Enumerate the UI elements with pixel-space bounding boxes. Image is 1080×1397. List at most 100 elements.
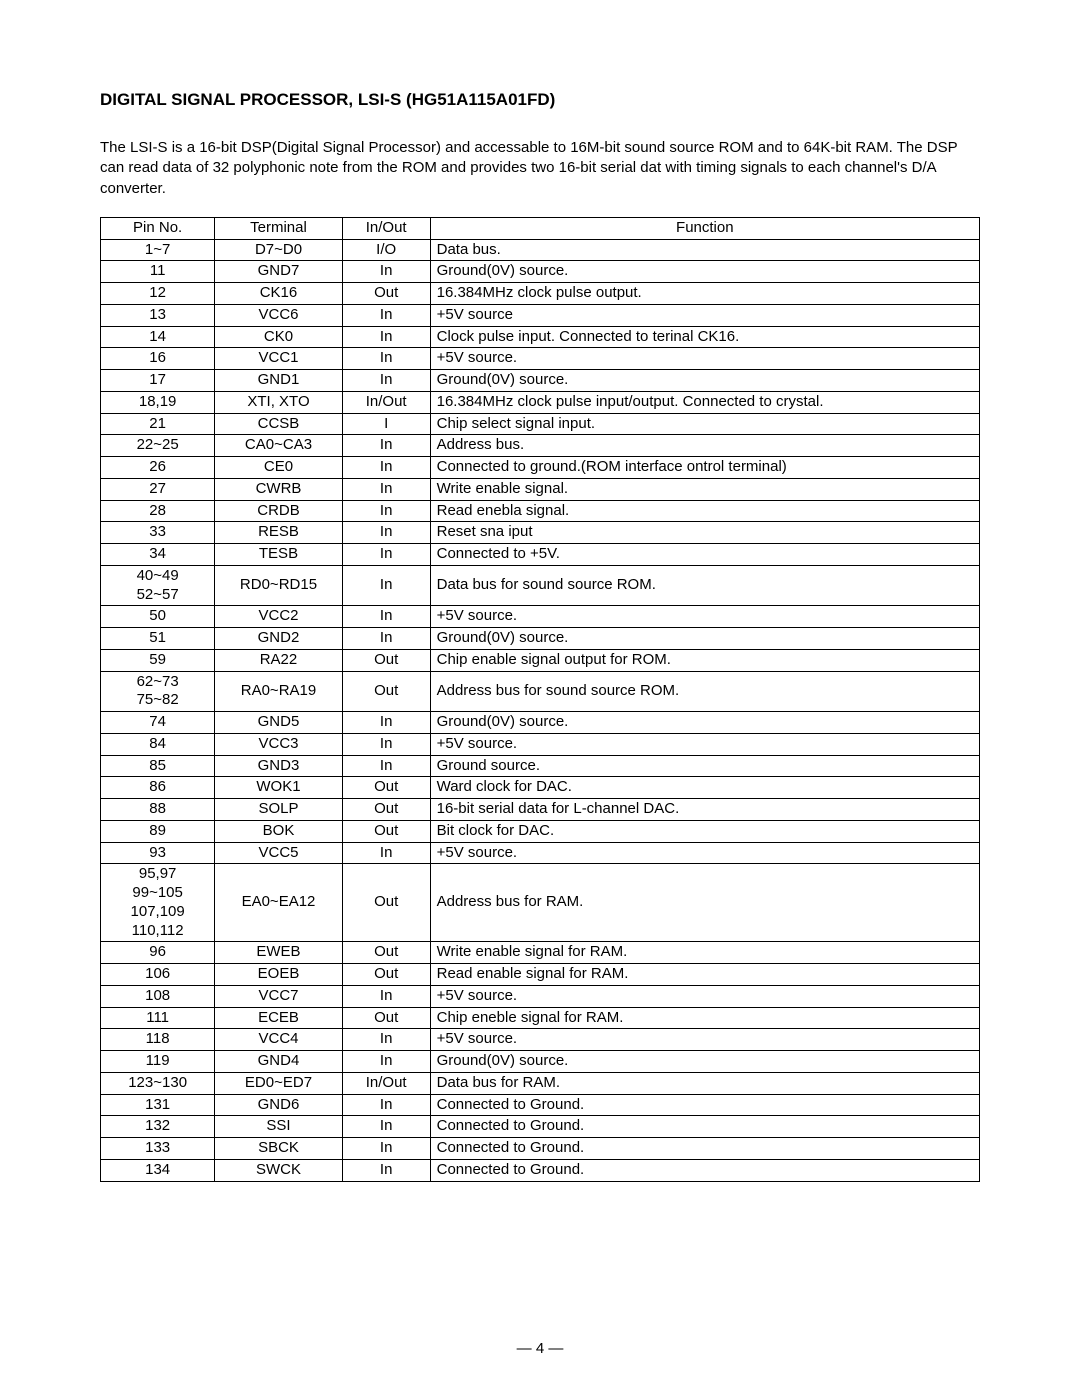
cell-terminal: ED0~ED7 — [215, 1072, 342, 1094]
cell-pin: 18,19 — [101, 391, 215, 413]
cell-function: Ground source. — [430, 755, 979, 777]
cell-function: Address bus. — [430, 435, 979, 457]
cell-terminal: SBCK — [215, 1138, 342, 1160]
cell-terminal: ECEB — [215, 1007, 342, 1029]
cell-terminal: GND2 — [215, 628, 342, 650]
table-row: 11GND7InGround(0V) source. — [101, 261, 980, 283]
cell-function: +5V source. — [430, 842, 979, 864]
cell-pin: 62~7375~82 — [101, 671, 215, 712]
cell-terminal: SOLP — [215, 799, 342, 821]
cell-inout: Out — [342, 777, 430, 799]
cell-inout: Out — [342, 864, 430, 942]
cell-function: +5V source. — [430, 985, 979, 1007]
cell-terminal: CCSB — [215, 413, 342, 435]
cell-inout: In — [342, 370, 430, 392]
cell-pin: 12 — [101, 283, 215, 305]
table-row: 118VCC4In+5V source. — [101, 1029, 980, 1051]
page: DIGITAL SIGNAL PROCESSOR, LSI-S (HG51A11… — [0, 0, 1080, 1397]
cell-terminal: GND7 — [215, 261, 342, 283]
table-row: 88SOLPOut16-bit serial data for L-channe… — [101, 799, 980, 821]
table-row: 16VCC1In+5V source. — [101, 348, 980, 370]
cell-function: Write enable signal for RAM. — [430, 942, 979, 964]
cell-terminal: RESB — [215, 522, 342, 544]
cell-pin: 16 — [101, 348, 215, 370]
cell-terminal: RD0~RD15 — [215, 565, 342, 606]
cell-function: Read enebla signal. — [430, 500, 979, 522]
cell-function: Clock pulse input. Connected to terinal … — [430, 326, 979, 348]
cell-function: Data bus for RAM. — [430, 1072, 979, 1094]
intro-paragraph: The LSI-S is a 16-bit DSP(Digital Signal… — [100, 138, 980, 199]
cell-function: +5V source — [430, 304, 979, 326]
cell-pin: 108 — [101, 985, 215, 1007]
cell-inout: Out — [342, 799, 430, 821]
cell-inout: In — [342, 435, 430, 457]
table-row: 89BOKOutBit clock for DAC. — [101, 820, 980, 842]
cell-pin: 34 — [101, 544, 215, 566]
cell-pin: 74 — [101, 712, 215, 734]
cell-function: 16.384MHz clock pulse input/output. Conn… — [430, 391, 979, 413]
cell-terminal: GND5 — [215, 712, 342, 734]
cell-inout: In — [342, 457, 430, 479]
cell-pin: 1~7 — [101, 239, 215, 261]
cell-inout: In — [342, 500, 430, 522]
cell-function: Data bus for sound source ROM. — [430, 565, 979, 606]
table-row: 40~4952~57RD0~RD15InData bus for sound s… — [101, 565, 980, 606]
cell-inout: In — [342, 478, 430, 500]
cell-terminal: SWCK — [215, 1159, 342, 1181]
cell-terminal: TESB — [215, 544, 342, 566]
cell-pin: 93 — [101, 842, 215, 864]
table-row: 33RESBInReset sna iput — [101, 522, 980, 544]
cell-pin: 22~25 — [101, 435, 215, 457]
table-row: 14CK0InClock pulse input. Connected to t… — [101, 326, 980, 348]
cell-inout: I — [342, 413, 430, 435]
cell-inout: In — [342, 348, 430, 370]
table-body: 1~7D7~D0I/OData bus.11GND7InGround(0V) s… — [101, 239, 980, 1181]
cell-inout: In — [342, 755, 430, 777]
cell-function: Connected to +5V. — [430, 544, 979, 566]
cell-function: Ground(0V) source. — [430, 1051, 979, 1073]
cell-inout: In — [342, 522, 430, 544]
cell-inout: In — [342, 544, 430, 566]
cell-function: Reset sna iput — [430, 522, 979, 544]
table-row: 108VCC7In+5V source. — [101, 985, 980, 1007]
cell-pin: 51 — [101, 628, 215, 650]
cell-terminal: RA22 — [215, 649, 342, 671]
cell-pin: 33 — [101, 522, 215, 544]
cell-function: Read enable signal for RAM. — [430, 964, 979, 986]
table-row: 28CRDBInRead enebla signal. — [101, 500, 980, 522]
table-row: 74GND5InGround(0V) source. — [101, 712, 980, 734]
table-row: 12CK16Out16.384MHz clock pulse output. — [101, 283, 980, 305]
cell-function: Data bus. — [430, 239, 979, 261]
cell-pin: 14 — [101, 326, 215, 348]
cell-inout: In — [342, 261, 430, 283]
cell-inout: Out — [342, 649, 430, 671]
table-row: 134SWCKInConnected to Ground. — [101, 1159, 980, 1181]
table-row: 34TESBInConnected to +5V. — [101, 544, 980, 566]
cell-terminal: CWRB — [215, 478, 342, 500]
cell-terminal: WOK1 — [215, 777, 342, 799]
table-row: 123~130ED0~ED7In/OutData bus for RAM. — [101, 1072, 980, 1094]
table-row: 27CWRBInWrite enable signal. — [101, 478, 980, 500]
header-function: Function — [430, 217, 979, 239]
cell-pin: 85 — [101, 755, 215, 777]
table-row: 17GND1InGround(0V) source. — [101, 370, 980, 392]
cell-inout: In — [342, 326, 430, 348]
table-row: 95,9799~105107,109110,112EA0~EA12OutAddr… — [101, 864, 980, 942]
table-row: 51GND2InGround(0V) source. — [101, 628, 980, 650]
cell-function: 16-bit serial data for L-channel DAC. — [430, 799, 979, 821]
cell-inout: In — [342, 304, 430, 326]
table-row: 59RA22OutChip enable signal output for R… — [101, 649, 980, 671]
cell-pin: 88 — [101, 799, 215, 821]
cell-terminal: VCC6 — [215, 304, 342, 326]
cell-inout: Out — [342, 820, 430, 842]
cell-inout: In — [342, 628, 430, 650]
cell-terminal: XTI, XTO — [215, 391, 342, 413]
table-row: 85GND3InGround source. — [101, 755, 980, 777]
cell-function: +5V source. — [430, 606, 979, 628]
cell-function: Ground(0V) source. — [430, 261, 979, 283]
cell-inout: In — [342, 1116, 430, 1138]
cell-pin: 21 — [101, 413, 215, 435]
cell-pin: 27 — [101, 478, 215, 500]
cell-function: Ground(0V) source. — [430, 370, 979, 392]
cell-function: Bit clock for DAC. — [430, 820, 979, 842]
